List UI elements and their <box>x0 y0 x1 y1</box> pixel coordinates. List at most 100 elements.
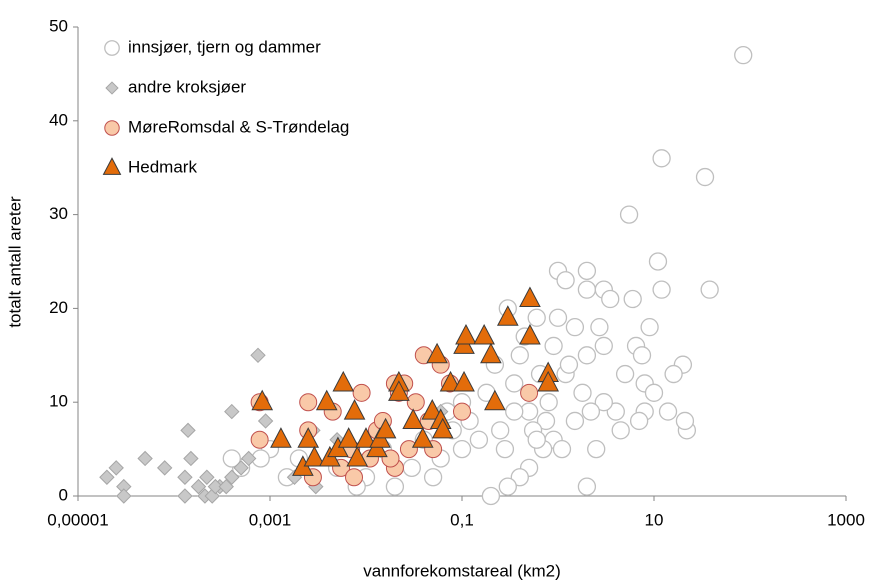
x-tick-label: 0,00001 <box>47 510 108 529</box>
point <box>527 430 546 449</box>
legend-label: innsjøer, tjern og dammer <box>128 37 321 56</box>
x-tick-label: 0,1 <box>450 510 474 529</box>
point <box>644 383 664 402</box>
point <box>388 380 410 401</box>
point <box>587 439 606 459</box>
point <box>402 408 424 429</box>
point <box>332 370 355 392</box>
point <box>452 439 472 459</box>
point <box>177 469 193 485</box>
point <box>423 468 443 487</box>
point <box>648 252 668 271</box>
point <box>385 477 405 496</box>
point <box>510 468 529 487</box>
point <box>615 364 635 384</box>
point <box>156 460 173 476</box>
x-tick-label: 10 <box>645 510 664 529</box>
point <box>199 469 215 485</box>
point <box>565 411 585 431</box>
point <box>346 445 369 467</box>
point <box>453 402 471 421</box>
legend-marker <box>105 81 119 95</box>
legend-label: andre kroksjøer <box>128 77 246 96</box>
point <box>664 364 683 384</box>
point <box>581 402 601 421</box>
y-tick-label: 40 <box>49 110 68 129</box>
point <box>431 417 454 439</box>
legend-marker <box>104 40 120 56</box>
point <box>439 370 462 392</box>
point <box>453 370 475 392</box>
point <box>519 286 541 308</box>
point <box>297 427 320 448</box>
legend-marker <box>102 157 122 175</box>
point <box>640 318 659 337</box>
point <box>484 389 506 411</box>
point <box>594 336 613 356</box>
point <box>675 411 695 431</box>
point <box>629 411 649 431</box>
point <box>374 417 397 439</box>
point <box>520 383 539 402</box>
point <box>536 411 556 431</box>
legend-label: MøreRomsdal & S-Trøndelag <box>128 117 349 136</box>
point <box>577 280 597 299</box>
point <box>183 450 199 467</box>
point <box>652 280 671 299</box>
point <box>652 149 671 168</box>
point <box>548 308 568 327</box>
point <box>137 450 153 467</box>
point <box>577 477 597 496</box>
point <box>623 289 642 309</box>
point <box>180 422 196 439</box>
point <box>565 318 585 337</box>
point <box>257 413 274 429</box>
point <box>577 261 597 281</box>
point <box>544 336 563 356</box>
point <box>303 445 326 467</box>
point <box>552 439 572 459</box>
point <box>299 393 318 412</box>
point <box>495 439 515 459</box>
point <box>233 460 249 476</box>
point <box>345 468 364 487</box>
point <box>99 469 115 485</box>
y-tick-label: 30 <box>49 204 68 223</box>
point <box>250 430 269 449</box>
point <box>559 355 579 374</box>
point <box>406 393 425 412</box>
point <box>250 347 266 364</box>
x-tick-label: 0,001 <box>249 510 292 529</box>
point <box>632 346 652 365</box>
point <box>108 460 124 476</box>
point <box>343 399 366 420</box>
point <box>455 323 477 345</box>
point <box>491 421 510 440</box>
point <box>399 440 418 459</box>
point <box>352 383 371 402</box>
y-axis-title: totalt antall areter <box>5 196 24 328</box>
legend-label: Hedmark <box>128 157 197 176</box>
point <box>402 458 421 478</box>
point <box>619 205 639 224</box>
point <box>658 402 678 421</box>
point <box>594 393 613 412</box>
point <box>527 308 546 327</box>
point <box>556 271 575 290</box>
point <box>411 427 434 448</box>
point <box>606 402 625 421</box>
point <box>695 167 715 187</box>
point <box>469 430 489 449</box>
point <box>355 427 377 448</box>
point <box>218 478 234 495</box>
point <box>505 374 524 393</box>
point <box>224 469 240 485</box>
point <box>577 346 597 365</box>
point <box>496 305 519 326</box>
x-axis-title: vannforekomstareal (km2) <box>363 561 560 580</box>
point <box>207 478 224 495</box>
point <box>337 427 360 448</box>
point <box>270 427 292 448</box>
point <box>315 389 338 411</box>
